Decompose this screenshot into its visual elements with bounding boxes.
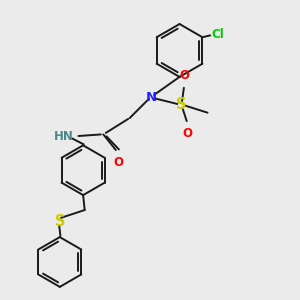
Text: Cl: Cl: [211, 28, 224, 41]
Text: S: S: [176, 98, 186, 112]
Text: O: O: [182, 127, 192, 140]
Text: O: O: [180, 69, 190, 82]
Text: N: N: [146, 91, 157, 103]
Text: O: O: [113, 156, 123, 169]
Text: HN: HN: [54, 130, 74, 142]
Text: S: S: [55, 214, 65, 229]
